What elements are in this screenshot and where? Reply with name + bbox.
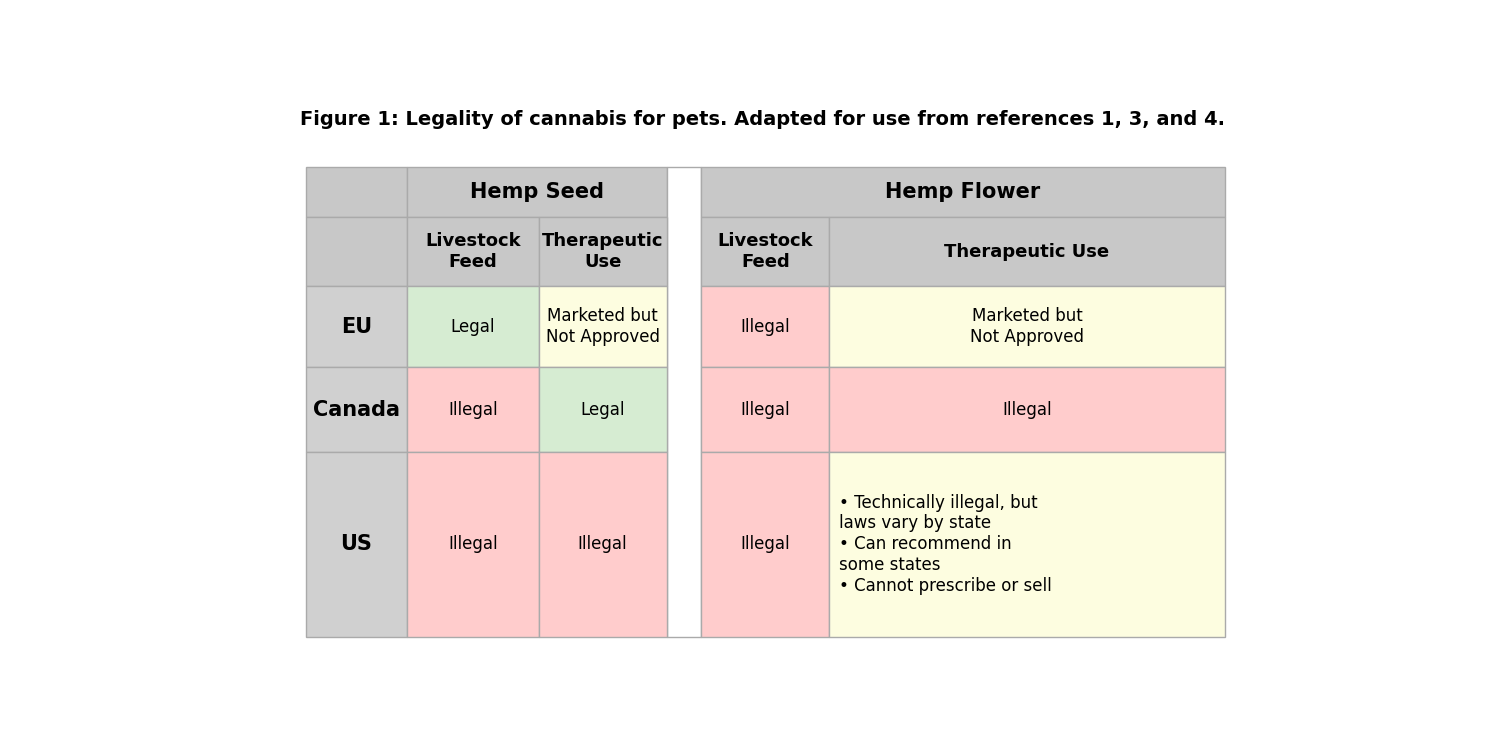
Text: Therapeutic Use: Therapeutic Use: [945, 243, 1110, 261]
Text: Illegal: Illegal: [741, 318, 790, 336]
Bar: [539, 217, 667, 286]
Text: Hemp Seed: Hemp Seed: [470, 182, 604, 202]
Text: Legal: Legal: [580, 400, 625, 418]
Bar: [406, 167, 667, 217]
Bar: [667, 167, 701, 637]
Bar: [829, 452, 1225, 637]
Bar: [307, 368, 406, 452]
Text: • Technically illegal, but
laws vary by state
• Can recommend in
some states
• C: • Technically illegal, but laws vary by …: [839, 494, 1052, 595]
Text: Therapeutic
Use: Therapeutic Use: [542, 232, 664, 271]
Text: Legal: Legal: [451, 318, 496, 336]
Text: Livestock
Feed: Livestock Feed: [717, 232, 812, 271]
Text: Illegal: Illegal: [1001, 400, 1052, 418]
Bar: [701, 217, 829, 286]
Bar: [307, 452, 406, 637]
Text: EU: EU: [341, 316, 372, 337]
Bar: [701, 286, 829, 368]
Bar: [829, 217, 1225, 286]
Text: Marketed but
Not Approved: Marketed but Not Approved: [546, 308, 659, 347]
Text: Illegal: Illegal: [448, 536, 497, 554]
Text: Illegal: Illegal: [448, 400, 497, 418]
Bar: [539, 286, 667, 368]
Bar: [701, 452, 829, 637]
Bar: [406, 217, 539, 286]
Text: Canada: Canada: [312, 400, 400, 419]
Bar: [406, 452, 539, 637]
Text: Marketed but
Not Approved: Marketed but Not Approved: [970, 308, 1083, 347]
Bar: [829, 286, 1225, 368]
Text: Illegal: Illegal: [577, 536, 628, 554]
Text: Hemp Flower: Hemp Flower: [885, 182, 1040, 202]
Bar: [539, 452, 667, 637]
Text: Illegal: Illegal: [741, 400, 790, 418]
Bar: [701, 167, 1225, 217]
Bar: [406, 368, 539, 452]
Bar: [701, 368, 829, 452]
Text: US: US: [341, 534, 372, 554]
Bar: [406, 286, 539, 368]
Text: Livestock
Feed: Livestock Feed: [426, 232, 521, 271]
Bar: [829, 368, 1225, 452]
Bar: [307, 167, 406, 217]
Bar: [307, 286, 406, 368]
Text: Figure 1: Legality of cannabis for pets. Adapted for use from references 1, 3, a: Figure 1: Legality of cannabis for pets.…: [301, 110, 1225, 129]
Text: Illegal: Illegal: [741, 536, 790, 554]
Bar: [307, 217, 406, 286]
Bar: [539, 368, 667, 452]
